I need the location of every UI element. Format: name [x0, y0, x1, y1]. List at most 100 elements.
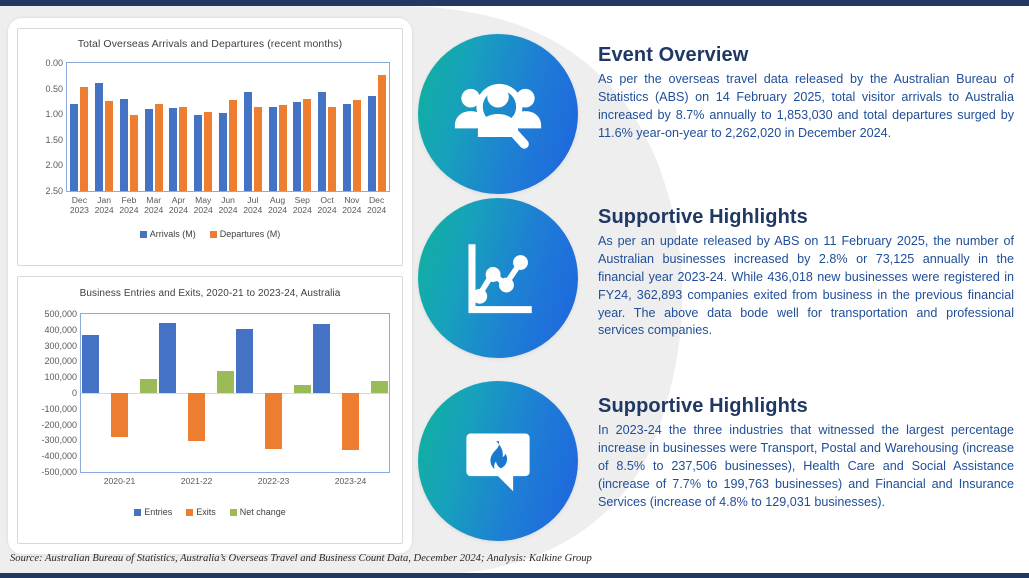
- bar-departures-m: [179, 107, 188, 191]
- y-axis-tick: 300,000: [44, 340, 77, 351]
- y-axis-tick: 500,000: [44, 309, 77, 319]
- bar-departures-m: [278, 104, 287, 191]
- y-axis-tick: 200,000: [44, 356, 77, 367]
- highlight-heading: Supportive Highlights: [598, 206, 808, 228]
- bar-departures-m: [80, 87, 89, 191]
- y-axis-tick: 1.00: [45, 109, 63, 120]
- highlight-body: As per an update released by ABS on 11 F…: [598, 234, 1014, 338]
- bar-arrivals-m: [169, 108, 178, 191]
- bar-arrivals-m: [95, 82, 104, 191]
- x-axis-tick: May 2024: [193, 195, 213, 216]
- x-axis-tick: Jun 2024: [218, 195, 238, 216]
- bar-arrivals-m: [144, 109, 153, 191]
- y-axis-tick: -500,000: [41, 467, 77, 477]
- chart1-legend: Arrivals (M) Departures (M): [18, 229, 402, 239]
- legend-item-arrivals: Arrivals (M): [139, 229, 196, 239]
- highlight-heading: Event Overview: [598, 44, 749, 66]
- y-axis-tick: -400,000: [41, 451, 77, 462]
- chart-card-business-entries-exits: Business Entries and Exits, 2020-21 to 2…: [17, 276, 403, 544]
- y-axis-tick: 400,000: [44, 324, 77, 335]
- source-note: Source: Australian Bureau of Statistics,…: [10, 553, 592, 564]
- legend-label-entries: Entries: [144, 507, 173, 517]
- line-chart-icon: [418, 198, 578, 358]
- y-axis-tick: 0.00: [45, 58, 63, 68]
- bar-departures-m: [105, 101, 114, 191]
- chart2-title: Business Entries and Exits, 2020-21 to 2…: [79, 288, 341, 299]
- bar-net-change: [140, 379, 157, 393]
- highlights-panel: Event Overview As per the overseas trave…: [418, 6, 1029, 573]
- bar-departures-m: [129, 115, 138, 191]
- x-axis-tick: Sep 2024: [292, 195, 312, 216]
- legend-item-net-change: Net change: [229, 507, 286, 517]
- y-axis-tick: -200,000: [41, 419, 77, 430]
- x-axis-tick: Dec 2023: [69, 195, 89, 216]
- x-axis-tick: Jan 2024: [94, 195, 114, 216]
- x-axis-tick: Apr 2024: [168, 195, 189, 216]
- bar-departures-m: [377, 75, 386, 191]
- highlight-heading: Supportive Highlights: [598, 395, 808, 417]
- legend-swatch-arrivals: [139, 230, 147, 238]
- zero-line: [81, 393, 389, 394]
- bar-arrivals-m: [194, 115, 203, 191]
- bar-entries: [313, 324, 330, 393]
- x-axis-tick: Oct 2024: [317, 195, 337, 216]
- chart-card-arrivals-departures: Total Overseas Arrivals and Departures (…: [17, 28, 403, 266]
- bar-arrivals-m: [342, 103, 351, 191]
- bar-arrivals-m: [293, 102, 302, 191]
- bar-arrivals-m: [318, 91, 327, 191]
- bar-departures-m: [352, 99, 361, 191]
- legend-item-exits: Exits: [186, 507, 216, 517]
- x-axis-tick: Aug 2024: [267, 195, 288, 216]
- bar-arrivals-m: [219, 113, 227, 191]
- bar-arrivals-m: [367, 96, 376, 191]
- highlight-block-supportive-highlights-1: Supportive Highlights As per an update r…: [418, 198, 1029, 358]
- charts-panel: Total Overseas Arrivals and Departures (…: [8, 18, 412, 554]
- bar-net-change: [217, 371, 234, 393]
- y-axis-tick: -300,000: [41, 435, 77, 446]
- bar-exits: [342, 393, 359, 451]
- speech-flame-icon: [418, 381, 578, 541]
- highlight-body: In 2023-24 the three industries that wit…: [598, 423, 1014, 509]
- y-axis-tick: 2.50: [45, 186, 63, 196]
- highlight-block-supportive-highlights-2: Supportive Highlights In 2023-24 the thr…: [418, 381, 1029, 541]
- chart1-title: Total Overseas Arrivals and Departures (…: [77, 38, 343, 50]
- y-axis-tick: 1.50: [45, 134, 63, 145]
- x-axis-tick: Feb 2024: [119, 195, 139, 216]
- x-axis-tick: 2020-21: [103, 476, 136, 486]
- highlight-block-event-overview: Event Overview As per the overseas trave…: [418, 34, 1029, 194]
- bar-exits: [188, 393, 205, 441]
- bar-arrivals-m: [268, 106, 277, 191]
- y-axis-tick: 0.50: [45, 83, 63, 94]
- y-axis-tick: 0: [71, 388, 77, 398]
- bar-departures-m: [328, 106, 337, 191]
- bar-arrivals-m: [243, 92, 252, 191]
- legend-label-net-change: Net change: [239, 507, 286, 517]
- x-axis-tick: Dec 2024: [367, 195, 387, 216]
- legend-swatch-net-change: [229, 508, 237, 516]
- x-axis-tick: 2021-22: [180, 476, 213, 486]
- bar-exits: [265, 393, 282, 449]
- legend-label-exits: Exits: [196, 507, 216, 517]
- y-axis-tick: 2.00: [45, 160, 63, 171]
- bar-departures-m: [154, 103, 163, 191]
- bar-entries: [159, 323, 176, 393]
- y-axis-tick: 100,000: [44, 372, 77, 383]
- bar-net-change: [294, 384, 311, 393]
- x-axis-tick: 2022-23: [257, 476, 290, 486]
- bar-entries: [236, 328, 253, 393]
- x-axis-tick: Nov 2024: [342, 195, 362, 216]
- highlight-body: As per the overseas travel data released…: [598, 72, 1014, 140]
- legend-swatch-entries: [134, 508, 142, 516]
- bar-departures-m: [253, 107, 262, 191]
- bar-arrivals-m: [70, 104, 79, 191]
- y-axis-tick: -100,000: [41, 403, 77, 414]
- legend-swatch-departures: [209, 230, 217, 238]
- bar-net-change: [371, 381, 388, 393]
- highlight-text-supportive-1: Supportive Highlights As per an update r…: [598, 198, 1014, 340]
- legend-label-arrivals: Arrivals (M): [149, 229, 196, 239]
- bar-departures-m: [303, 98, 312, 191]
- chart2-plot-area: 500,000 400,000 300,000 200,000 100,000 0 -100…: [41, 309, 390, 486]
- chart2-legend: Entries Exits Net change: [18, 507, 402, 517]
- x-axis-tick: 2023-24: [334, 476, 367, 486]
